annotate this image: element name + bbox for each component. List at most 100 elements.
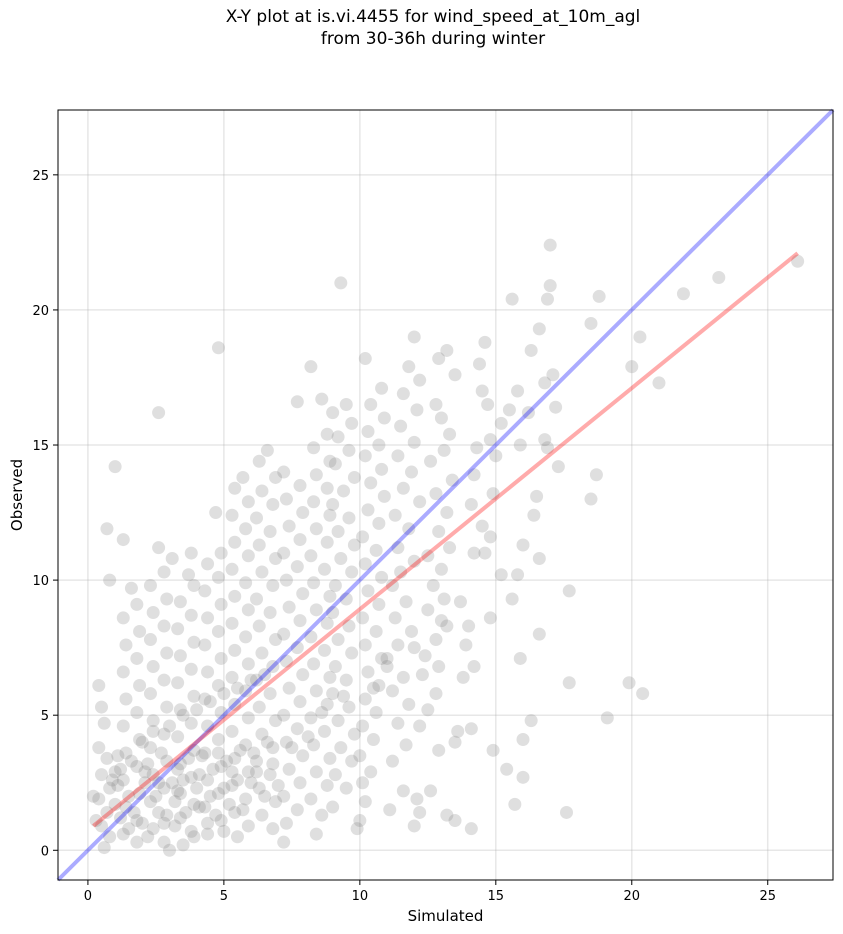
- data-point: [187, 830, 201, 844]
- data-point: [342, 619, 356, 633]
- data-point: [676, 287, 690, 301]
- data-point: [173, 595, 187, 609]
- data-point: [364, 476, 378, 490]
- data-point: [209, 808, 223, 822]
- data-point: [369, 543, 383, 557]
- data-point: [277, 708, 291, 722]
- data-point: [165, 551, 179, 565]
- y-tick-label: 5: [41, 709, 49, 724]
- data-point: [165, 776, 179, 790]
- data-point: [211, 624, 225, 638]
- data-point: [331, 714, 345, 728]
- data-point: [437, 592, 451, 606]
- data-point: [543, 238, 557, 252]
- data-point: [405, 465, 419, 479]
- data-point: [486, 487, 500, 501]
- data-point: [89, 814, 103, 828]
- data-point: [108, 797, 122, 811]
- data-point: [429, 487, 443, 501]
- data-point: [258, 789, 272, 803]
- data-point: [176, 838, 190, 852]
- data-point: [122, 789, 136, 803]
- data-point: [214, 760, 228, 774]
- x-tick-label: 10: [352, 889, 369, 904]
- x-tick-label: 15: [488, 889, 505, 904]
- data-point: [385, 579, 399, 593]
- data-point: [184, 608, 198, 622]
- data-point: [551, 460, 565, 474]
- data-point: [201, 611, 215, 625]
- data-point: [434, 614, 448, 628]
- data-point: [263, 524, 277, 538]
- data-point: [277, 465, 291, 479]
- data-point: [157, 565, 171, 579]
- data-point: [160, 754, 174, 768]
- data-point: [451, 724, 465, 738]
- data-point: [293, 695, 307, 709]
- data-point: [494, 416, 508, 430]
- data-point: [127, 805, 141, 819]
- y-tick-label: 0: [41, 844, 49, 859]
- data-point: [625, 360, 639, 374]
- data-point: [239, 576, 253, 590]
- data-point: [560, 805, 574, 819]
- data-point: [146, 768, 160, 782]
- data-point: [220, 754, 234, 768]
- data-point: [418, 649, 432, 663]
- data-point: [413, 373, 427, 387]
- data-point: [225, 670, 239, 684]
- data-point: [182, 751, 196, 765]
- data-point: [326, 606, 340, 620]
- data-point: [345, 646, 359, 660]
- data-point: [375, 651, 389, 665]
- data-point: [309, 684, 323, 698]
- data-point: [239, 738, 253, 752]
- data-point: [100, 805, 114, 819]
- data-point: [236, 470, 250, 484]
- data-point: [95, 700, 109, 714]
- data-point: [505, 292, 519, 306]
- data-point: [331, 633, 345, 647]
- data-point: [309, 827, 323, 841]
- data-point: [171, 730, 185, 744]
- data-point: [279, 492, 293, 506]
- data-point: [337, 689, 351, 703]
- data-point: [252, 700, 266, 714]
- data-point: [304, 792, 318, 806]
- data-point: [356, 530, 370, 544]
- data-point: [230, 681, 244, 695]
- data-point: [516, 733, 530, 747]
- data-point: [282, 762, 296, 776]
- data-point: [190, 703, 204, 717]
- data-point: [421, 549, 435, 563]
- data-point: [211, 746, 225, 760]
- data-point: [391, 449, 405, 463]
- data-point: [252, 538, 266, 552]
- data-point: [326, 800, 340, 814]
- data-point: [97, 716, 111, 730]
- data-point: [100, 522, 114, 536]
- data-point: [228, 697, 242, 711]
- data-point: [652, 376, 666, 390]
- data-point: [432, 524, 446, 538]
- data-point: [228, 589, 242, 603]
- data-point: [410, 792, 424, 806]
- data-point: [266, 741, 280, 755]
- data-point: [290, 560, 304, 574]
- data-point: [345, 565, 359, 579]
- data-point: [269, 633, 283, 647]
- data-point: [135, 735, 149, 749]
- data-point: [130, 835, 144, 849]
- data-point: [269, 714, 283, 728]
- data-point: [250, 592, 264, 606]
- data-point: [133, 678, 147, 692]
- data-point: [290, 395, 304, 409]
- y-tick-label: 10: [32, 574, 49, 589]
- data-point: [345, 416, 359, 430]
- data-point: [448, 368, 462, 382]
- data-point: [538, 376, 552, 390]
- data-point: [358, 795, 372, 809]
- data-point: [353, 814, 367, 828]
- data-point: [266, 579, 280, 593]
- data-point: [421, 603, 435, 617]
